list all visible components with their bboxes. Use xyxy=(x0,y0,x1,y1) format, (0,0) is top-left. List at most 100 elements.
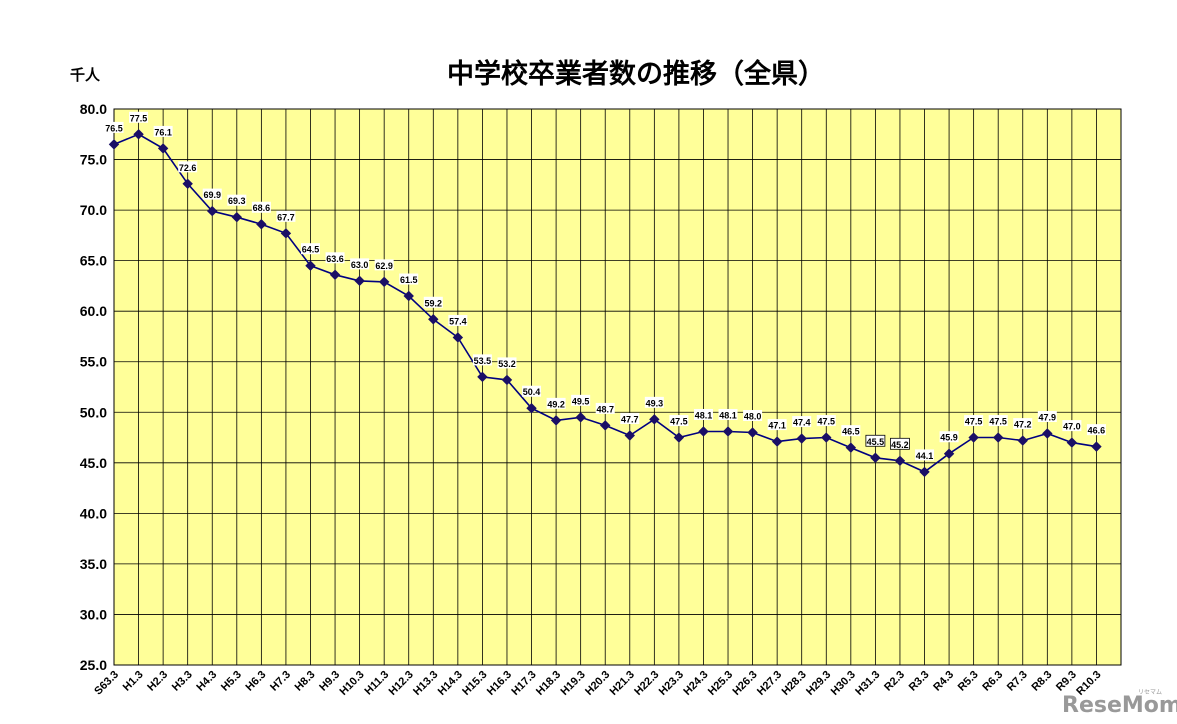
watermark-logo: ReseMom xyxy=(1062,693,1177,718)
x-tick-label: H20.3 xyxy=(583,669,612,698)
x-tick-label: R4.3 xyxy=(931,669,956,694)
data-value-label: 49.2 xyxy=(547,399,565,409)
data-label-background xyxy=(153,125,173,137)
data-point-marker xyxy=(501,374,513,386)
data-label-background xyxy=(1062,420,1082,432)
data-point-marker xyxy=(771,436,783,447)
y-tick-label: 55.0 xyxy=(80,354,107,370)
data-label-background xyxy=(423,296,443,308)
data-value-label: 62.9 xyxy=(375,261,393,271)
data-value-label: 59.2 xyxy=(425,298,443,308)
data-label-background xyxy=(300,243,320,255)
data-label-background xyxy=(1086,424,1106,436)
x-tick-label: H2.3 xyxy=(145,669,170,694)
data-point-marker xyxy=(698,426,709,437)
data-value-label: 47.0 xyxy=(1063,422,1081,432)
chart-title: 中学校卒業者数の推移（全県） xyxy=(447,58,825,90)
x-tick-label: H3.3 xyxy=(170,669,195,694)
y-tick-label: 45.0 xyxy=(80,455,107,471)
data-point-marker xyxy=(1091,441,1102,452)
data-label-background xyxy=(325,252,345,264)
data-value-label: 48.1 xyxy=(695,410,713,420)
data-value-label: 44.1 xyxy=(916,451,934,461)
data-label-background xyxy=(890,437,910,450)
data-point-marker xyxy=(992,432,1004,443)
data-value-label: 47.2 xyxy=(1014,420,1032,430)
data-point-markers xyxy=(108,129,1102,478)
data-value-label: 45.5 xyxy=(867,437,885,447)
data-label-background xyxy=(1013,418,1033,430)
data-value-label: 67.7 xyxy=(277,212,295,222)
x-tick-label: H8.3 xyxy=(293,669,318,694)
data-point-marker xyxy=(157,143,169,154)
data-point-marker xyxy=(894,455,906,467)
x-tick-label: H5.3 xyxy=(219,669,244,694)
data-value-label: 47.1 xyxy=(768,421,786,431)
data-value-label: 47.7 xyxy=(621,415,639,425)
data-value-label: 47.5 xyxy=(670,417,688,427)
x-axis-tick-labels: S63.3 H1.3 H2.3 H3.3 H4.3 H5.3 H6.3 H7.3 H8.3 H9.… xyxy=(92,669,1103,698)
data-value-label: 61.5 xyxy=(400,275,418,285)
data-point-marker xyxy=(452,332,464,343)
x-tick-label: H29.3 xyxy=(804,669,833,698)
data-point-marker xyxy=(403,290,414,302)
data-label-background xyxy=(743,409,763,421)
x-tick-label: H17.3 xyxy=(509,669,538,698)
y-axis-unit-label: 千人 xyxy=(70,66,101,84)
data-point-marker xyxy=(943,448,955,459)
data-label-background xyxy=(816,415,836,427)
data-label-background xyxy=(104,121,124,133)
data-label-background xyxy=(350,258,370,270)
data-label-background xyxy=(669,415,689,427)
data-label-background xyxy=(472,354,492,366)
data-label-background xyxy=(964,415,984,427)
data-point-marker xyxy=(1017,435,1028,446)
y-axis-tick-labels: 25.0 30.0 35.0 40.0 45.0 50.0 55.0 60.0 65.0 70.0… xyxy=(80,101,107,673)
data-value-label: 69.9 xyxy=(203,190,221,200)
data-point-marker xyxy=(133,129,144,140)
data-point-marker xyxy=(550,415,562,426)
x-tick-label: H21.3 xyxy=(608,669,637,698)
x-tick-label: H11.3 xyxy=(362,669,391,698)
data-value-label: 47.5 xyxy=(989,417,1007,427)
data-point-marker xyxy=(624,430,635,441)
x-tick-label: H4.3 xyxy=(194,669,219,694)
data-point-marker xyxy=(1066,437,1078,448)
data-value-label: 69.3 xyxy=(228,196,246,206)
data-value-label: 47.9 xyxy=(1039,413,1057,423)
data-point-marker xyxy=(207,205,218,217)
x-tick-label: H12.3 xyxy=(387,669,416,698)
data-point-marker xyxy=(649,414,660,425)
data-value-label: 46.6 xyxy=(1088,426,1106,436)
data-value-label: 47.5 xyxy=(965,417,983,427)
data-label-background xyxy=(497,357,517,369)
data-label-background xyxy=(178,161,198,173)
y-tick-label: 25.0 xyxy=(80,657,107,673)
data-point-marker xyxy=(477,371,488,383)
data-point-marker xyxy=(968,432,979,443)
data-label-background xyxy=(767,419,787,431)
x-tick-label: R5.3 xyxy=(956,669,981,694)
watermark-subtext: リセマム xyxy=(1138,689,1162,696)
data-label-background xyxy=(595,402,615,414)
x-tick-label: H19.3 xyxy=(559,669,588,698)
y-tick-label: 40.0 xyxy=(80,505,107,521)
data-point-marker xyxy=(673,432,685,443)
data-label-background xyxy=(792,416,812,428)
data-point-marker xyxy=(526,403,537,414)
data-label-background xyxy=(202,188,222,200)
data-point-marker xyxy=(182,178,193,190)
x-tick-label: H16.3 xyxy=(485,669,514,698)
data-value-labels: 76.5 77.5 76.1 72.6 69.9 69.3 68.6 67.7 64.5 63.6… xyxy=(104,111,1106,461)
x-tick-label: R2.3 xyxy=(882,669,907,694)
x-tick-label: H1.3 xyxy=(121,669,146,694)
y-tick-label: 70.0 xyxy=(80,202,107,218)
data-label-background xyxy=(988,415,1008,427)
x-tick-label: H10.3 xyxy=(337,669,366,698)
data-point-marker xyxy=(280,228,292,239)
x-tick-label: H26.3 xyxy=(730,669,759,698)
data-value-label: 49.5 xyxy=(572,396,590,406)
data-label-background xyxy=(718,408,738,420)
data-value-label: 45.2 xyxy=(891,440,909,450)
